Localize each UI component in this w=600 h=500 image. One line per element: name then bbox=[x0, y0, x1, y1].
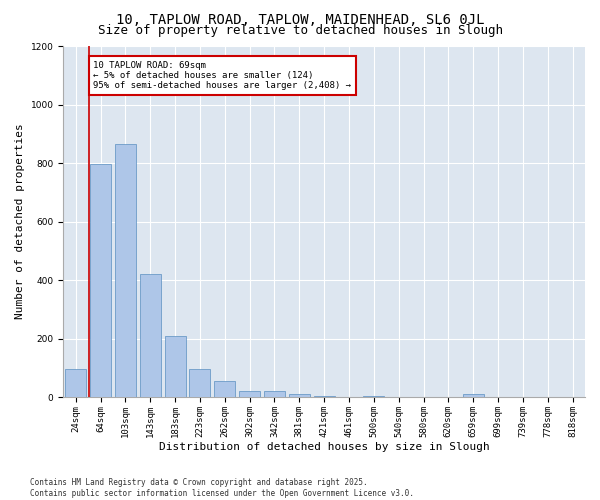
Bar bbox=[363, 396, 385, 397]
Bar bbox=[239, 391, 260, 397]
Y-axis label: Number of detached properties: Number of detached properties bbox=[15, 124, 25, 320]
Bar bbox=[140, 274, 161, 397]
Text: Size of property relative to detached houses in Slough: Size of property relative to detached ho… bbox=[97, 24, 503, 37]
Bar bbox=[463, 394, 484, 397]
Bar bbox=[115, 144, 136, 397]
Bar bbox=[214, 381, 235, 397]
Bar bbox=[164, 336, 185, 397]
Bar bbox=[190, 370, 211, 397]
Bar bbox=[289, 394, 310, 397]
Text: 10 TAPLOW ROAD: 69sqm
← 5% of detached houses are smaller (124)
95% of semi-deta: 10 TAPLOW ROAD: 69sqm ← 5% of detached h… bbox=[93, 60, 351, 90]
X-axis label: Distribution of detached houses by size in Slough: Distribution of detached houses by size … bbox=[159, 442, 490, 452]
Bar bbox=[65, 370, 86, 397]
Bar bbox=[264, 391, 285, 397]
Text: Contains HM Land Registry data © Crown copyright and database right 2025.
Contai: Contains HM Land Registry data © Crown c… bbox=[30, 478, 414, 498]
Bar bbox=[90, 164, 111, 397]
Bar bbox=[314, 396, 335, 397]
Text: 10, TAPLOW ROAD, TAPLOW, MAIDENHEAD, SL6 0JL: 10, TAPLOW ROAD, TAPLOW, MAIDENHEAD, SL6… bbox=[116, 12, 484, 26]
